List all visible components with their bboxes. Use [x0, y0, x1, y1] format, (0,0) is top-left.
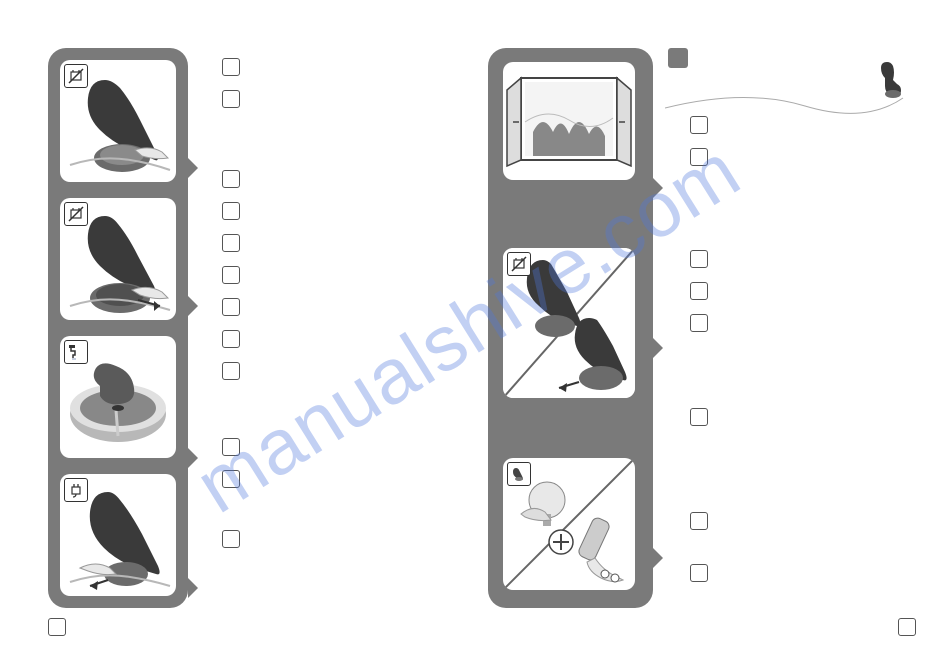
- left-step-1: [60, 60, 176, 182]
- connector-curve: [665, 88, 905, 138]
- panel-notch: [188, 158, 198, 178]
- checkbox: [222, 234, 240, 252]
- no-plug-icon: [64, 64, 88, 88]
- checkbox: [222, 58, 240, 76]
- tap-icon: [64, 340, 88, 364]
- vac-mini-icon: [507, 462, 531, 486]
- no-plug-icon: [64, 202, 88, 226]
- checkbox: [222, 202, 240, 220]
- checkbox: [222, 90, 240, 108]
- checkbox: [222, 266, 240, 284]
- panel-notch: [188, 296, 198, 316]
- checkbox: [690, 512, 708, 530]
- checkbox: [222, 298, 240, 316]
- checkbox: [222, 330, 240, 348]
- panel-notch: [653, 548, 663, 568]
- page-number-box: [48, 618, 66, 636]
- checkbox: [222, 170, 240, 188]
- left-step-3: [60, 336, 176, 458]
- checkbox: [222, 470, 240, 488]
- panel-notch: [188, 578, 198, 598]
- panel-notch: [653, 338, 663, 358]
- checkbox: [690, 282, 708, 300]
- checkbox: [690, 564, 708, 582]
- plug-icon: [64, 478, 88, 502]
- watermark-text: manualshive.com: [180, 124, 756, 531]
- checkbox: [222, 530, 240, 548]
- checkbox: [690, 314, 708, 332]
- checkbox: [690, 250, 708, 268]
- right-step-1: [503, 62, 635, 180]
- checkbox: [222, 362, 240, 380]
- page-number-box: [898, 618, 916, 636]
- left-step-4: [60, 474, 176, 596]
- checkbox: [222, 438, 240, 456]
- left-step-2: [60, 198, 176, 320]
- checkbox: [690, 148, 708, 166]
- panel-notch: [188, 448, 198, 468]
- right-step-2: [503, 248, 635, 398]
- panel-notch: [653, 178, 663, 198]
- section-marker: [668, 48, 688, 68]
- no-plug-icon: [507, 252, 531, 276]
- checkbox: [690, 408, 708, 426]
- left-instruction-panel: [48, 48, 188, 608]
- right-instruction-panel: [488, 48, 653, 608]
- right-step-3: [503, 458, 635, 590]
